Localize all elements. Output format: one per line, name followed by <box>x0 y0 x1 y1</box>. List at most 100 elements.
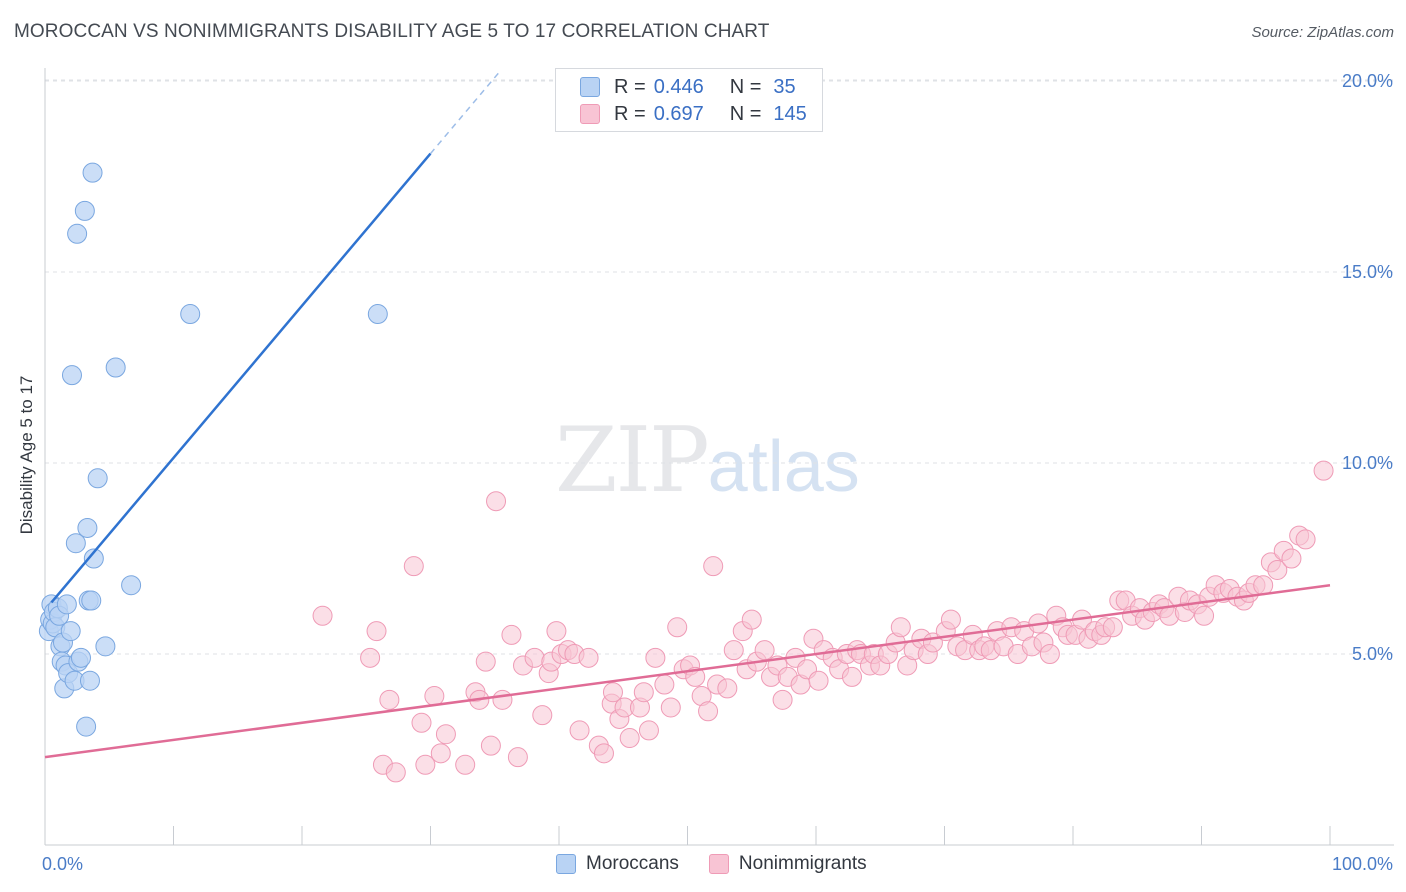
point-nonimmigrants <box>403 556 424 577</box>
point-nonimmigrants <box>578 647 599 668</box>
axes <box>44 68 1394 846</box>
point-nonimmigrants <box>619 728 640 749</box>
x-tick-label: 100.0% <box>1332 854 1393 874</box>
legend-swatch-nonimmigrants <box>580 104 600 124</box>
point-nonimmigrants <box>366 621 387 642</box>
legend-item-moroccans: Moroccans <box>556 853 679 875</box>
point-nonimmigrants <box>602 682 623 703</box>
point-nonimmigrants <box>841 666 862 687</box>
point-nonimmigrants <box>430 743 451 764</box>
point-nonimmigrants <box>492 689 513 710</box>
point-moroccans <box>77 517 98 538</box>
point-moroccans <box>180 304 201 325</box>
point-nonimmigrants <box>1194 605 1215 626</box>
legend-r-value: 0.446 <box>653 75 704 98</box>
point-nonimmigrants <box>667 617 688 638</box>
point-moroccans <box>60 621 81 642</box>
legend-swatch-moroccans <box>580 77 600 97</box>
point-nonimmigrants <box>660 697 681 718</box>
point-nonimmigrants <box>435 724 456 745</box>
point-nonimmigrants <box>703 556 724 577</box>
point-nonimmigrants <box>507 747 528 768</box>
point-nonimmigrants <box>890 617 911 638</box>
point-nonimmigrants <box>1253 575 1274 596</box>
point-nonimmigrants <box>723 640 744 661</box>
point-moroccans <box>121 575 142 596</box>
point-nonimmigrants <box>411 712 432 733</box>
point-nonimmigrants <box>1267 559 1288 580</box>
point-moroccans <box>82 162 103 183</box>
point-nonimmigrants <box>645 647 666 668</box>
legend-n-value: 35 <box>773 75 796 98</box>
point-nonimmigrants <box>1295 529 1316 550</box>
source-label: Source: ZipAtlas.com <box>1251 24 1394 41</box>
point-nonimmigrants <box>480 735 501 756</box>
point-moroccans <box>95 636 116 657</box>
legend-swatch-moroccans <box>556 854 576 874</box>
point-nonimmigrants <box>593 743 614 764</box>
point-moroccans <box>83 548 104 569</box>
y-tick-label: 20.0% <box>1342 71 1393 91</box>
point-moroccans <box>367 304 388 325</box>
point-moroccans <box>105 357 126 378</box>
point-nonimmigrants <box>1102 617 1123 638</box>
y-tick-label: 15.0% <box>1342 262 1393 282</box>
trend-line-moroccans <box>50 152 432 604</box>
point-moroccans <box>74 200 95 221</box>
point-nonimmigrants <box>772 689 793 710</box>
point-nonimmigrants <box>385 762 406 783</box>
point-nonimmigrants <box>685 666 706 687</box>
trend-lines <box>44 69 1331 759</box>
correlation-legend: R = 0.446 N = 35 R = 0.697 N = 145 <box>555 68 823 132</box>
point-nonimmigrants <box>569 720 590 741</box>
point-nonimmigrants <box>717 678 738 699</box>
point-nonimmigrants <box>415 754 436 775</box>
point-moroccans <box>87 468 108 489</box>
data-points <box>38 162 1334 783</box>
point-nonimmigrants <box>808 670 829 691</box>
point-nonimmigrants <box>698 701 719 722</box>
point-nonimmigrants <box>633 682 654 703</box>
legend-row-nonimmigrants: R = 0.697 N = 145 <box>580 101 807 127</box>
series-legend: Moroccans Nonimmigrants <box>556 853 897 875</box>
point-nonimmigrants <box>1039 644 1060 664</box>
y-tick-label: 5.0% <box>1352 644 1393 664</box>
point-nonimmigrants <box>741 609 762 630</box>
point-moroccans <box>70 647 91 668</box>
trend-line-moroccans-extension <box>429 69 502 155</box>
watermark: ZIPatlas <box>555 408 860 513</box>
point-nonimmigrants <box>312 605 333 626</box>
point-nonimmigrants <box>638 720 659 741</box>
legend-r-value: 0.697 <box>653 102 704 125</box>
x-tick-label: 0.0% <box>42 854 83 874</box>
point-nonimmigrants <box>379 689 400 710</box>
point-moroccans <box>76 716 97 737</box>
legend-swatch-nonimmigrants <box>708 854 729 874</box>
point-moroccans <box>81 590 102 611</box>
point-nonimmigrants <box>360 647 381 668</box>
point-nonimmigrants <box>501 624 522 645</box>
tick-labels: 5.0% 10.0% 15.0% 20.0% 0.0% 100.0% <box>42 71 1393 874</box>
point-nonimmigrants <box>654 674 675 695</box>
trend-line-nonimmigrants <box>44 584 1331 759</box>
point-moroccans <box>79 670 100 691</box>
point-nonimmigrants <box>532 705 553 726</box>
watermark-atlas: atlas <box>707 427 860 507</box>
point-moroccans <box>61 365 82 386</box>
point-nonimmigrants <box>754 640 775 661</box>
point-nonimmigrants <box>486 491 507 512</box>
legend-r-label: R = <box>614 102 646 125</box>
point-moroccans <box>65 533 86 554</box>
point-nonimmigrants <box>940 609 961 630</box>
point-nonimmigrants <box>1281 548 1302 569</box>
point-moroccans <box>56 594 77 615</box>
point-nonimmigrants <box>546 621 567 642</box>
point-nonimmigrants <box>524 647 545 668</box>
point-nonimmigrants <box>455 754 476 775</box>
point-moroccans <box>67 223 88 244</box>
y-tick-label: 10.0% <box>1342 453 1393 473</box>
legend-label-moroccans: Moroccans <box>586 853 679 874</box>
point-nonimmigrants <box>424 686 445 707</box>
legend-label-nonimmigrants: Nonimmigrants <box>738 853 867 874</box>
legend-item-nonimmigrants: Nonimmigrants <box>708 853 867 875</box>
